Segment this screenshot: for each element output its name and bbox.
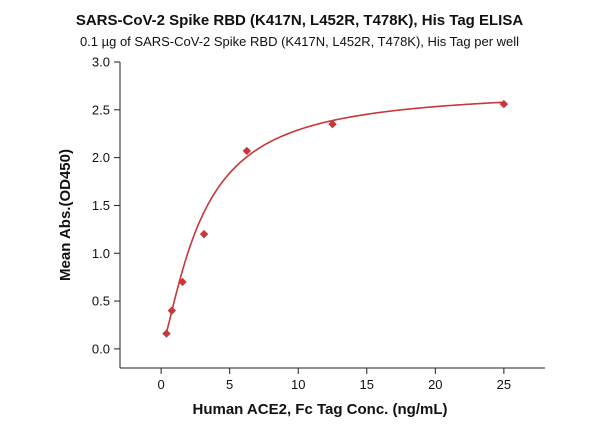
- fit-curve: [165, 101, 504, 333]
- y-tick-label: 2.5: [92, 102, 110, 117]
- y-tick-label: 1.5: [92, 198, 110, 213]
- chart-title: SARS-CoV-2 Spike RBD (K417N, L452R, T478…: [76, 12, 524, 29]
- y-tick-label: 1.0: [92, 246, 110, 261]
- data-point-diamond: [499, 99, 509, 109]
- x-tick-label: 10: [291, 377, 305, 392]
- x-tick-label: 20: [428, 377, 442, 392]
- x-tick-label: 0: [158, 377, 165, 392]
- y-tick-label: 0.0: [92, 341, 110, 356]
- y-tick-label: 0.5: [92, 294, 110, 309]
- y-ticks: 0.0 0.5 1.0 1.5 2.0 2.5 3.0: [92, 55, 120, 356]
- x-ticks: 0 5 10 15 20 25: [158, 368, 511, 392]
- y-axis-label: Mean Abs.(OD450): [57, 149, 74, 281]
- x-tick-label: 15: [360, 377, 374, 392]
- data-point-diamond: [167, 306, 177, 315]
- y-tick-label: 3.0: [92, 55, 110, 70]
- chart-subtitle: 0.1 µg of SARS-CoV-2 Spike RBD (K417N, L…: [80, 34, 519, 49]
- data-point-diamond: [162, 329, 171, 338]
- data-point-diamond: [178, 277, 187, 287]
- data-points: [162, 99, 509, 338]
- y-tick-label: 2.0: [92, 150, 110, 165]
- x-tick-label: 25: [497, 377, 511, 392]
- x-axis-label: Human ACE2, Fc Tag Conc. (ng/mL): [192, 401, 447, 418]
- data-point-diamond: [328, 119, 337, 129]
- data-point-diamond: [242, 146, 252, 156]
- x-tick-label: 5: [226, 377, 233, 392]
- data-point-diamond: [199, 229, 209, 239]
